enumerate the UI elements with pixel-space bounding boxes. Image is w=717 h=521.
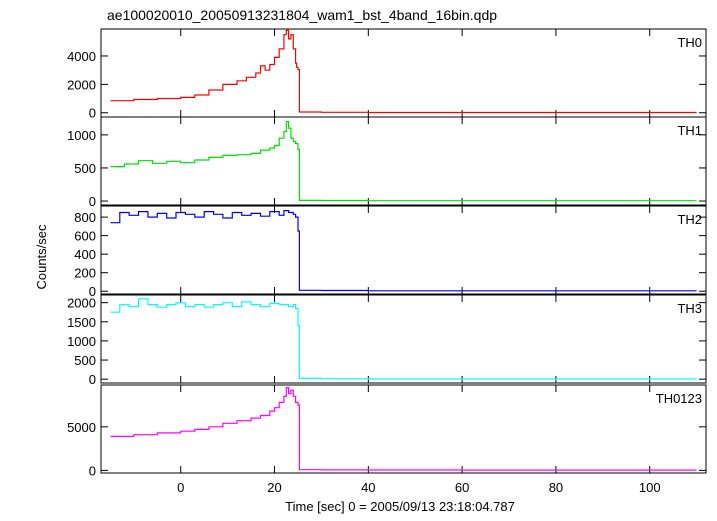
panel-frame bbox=[100, 384, 707, 474]
y-tick-label: 500 bbox=[74, 161, 96, 176]
y-tick-label: 5000 bbox=[67, 420, 96, 435]
panel-frame bbox=[100, 294, 707, 384]
y-tick-label: 0 bbox=[89, 194, 96, 209]
series-line-th1 bbox=[110, 120, 697, 202]
panel-th3: 0 500 1000 1500 2000 TH3 bbox=[67, 294, 707, 387]
y-tick-label: 1500 bbox=[67, 315, 96, 330]
y-tick-label: 1000 bbox=[67, 128, 96, 143]
panel-label-th0: TH0 bbox=[677, 35, 702, 50]
panel-label-th1: TH1 bbox=[677, 123, 702, 138]
y-tick-label: 400 bbox=[74, 247, 96, 262]
y-tick-label: 0 bbox=[89, 284, 96, 299]
y-tick-label: 4000 bbox=[67, 49, 96, 64]
y-tick-label: 0 bbox=[89, 106, 96, 121]
panel-th1: 0 500 1000 TH1 bbox=[67, 116, 707, 209]
x-tick-label: 20 bbox=[267, 480, 281, 495]
y-tick-label: 600 bbox=[74, 229, 96, 244]
y-tick-label: 0 bbox=[89, 463, 96, 478]
y-tick-label: 1000 bbox=[67, 334, 96, 349]
panel-frame bbox=[100, 205, 707, 295]
x-axis: 0 20 40 60 80 100 bbox=[177, 480, 660, 495]
x-tick-label: 60 bbox=[455, 480, 469, 495]
y-tick-label: 500 bbox=[74, 353, 96, 368]
panel-frame bbox=[100, 116, 707, 206]
panel-label-th2: TH2 bbox=[677, 212, 702, 227]
x-tick-label: 100 bbox=[639, 480, 661, 495]
y-tick-label: 200 bbox=[74, 266, 96, 281]
panel-label-th3: TH3 bbox=[677, 301, 702, 316]
panel-frame bbox=[100, 28, 707, 118]
x-axis-label: Time [sec] 0 = 2005/09/13 23:18:04.787 bbox=[285, 499, 515, 514]
x-tick-label: 40 bbox=[361, 480, 375, 495]
y-tick-label: 800 bbox=[74, 210, 96, 225]
x-tick-label: 80 bbox=[549, 480, 563, 495]
chart-title: ae100020010_20050913231804_wam1_bst_4ban… bbox=[107, 7, 497, 23]
series-line-th2 bbox=[110, 210, 697, 292]
panel-th0123: 0 5000 TH0123 bbox=[67, 384, 707, 478]
panel-label-th0123: TH0123 bbox=[656, 391, 702, 406]
series-line-th3 bbox=[110, 298, 697, 380]
series-line-th0 bbox=[110, 29, 697, 114]
y-tick-label: 2000 bbox=[67, 77, 96, 92]
y-tick-label: 2000 bbox=[67, 296, 96, 311]
series-line-th0123 bbox=[110, 387, 697, 471]
y-tick-label: 0 bbox=[89, 372, 96, 387]
y-axis-label: Counts/sec bbox=[34, 224, 49, 290]
x-tick-label: 0 bbox=[177, 480, 184, 495]
panel-th2: 0 200 400 600 800 TH2 bbox=[74, 205, 707, 299]
panel-th0: 0 2000 4000 TH0 bbox=[67, 28, 707, 121]
